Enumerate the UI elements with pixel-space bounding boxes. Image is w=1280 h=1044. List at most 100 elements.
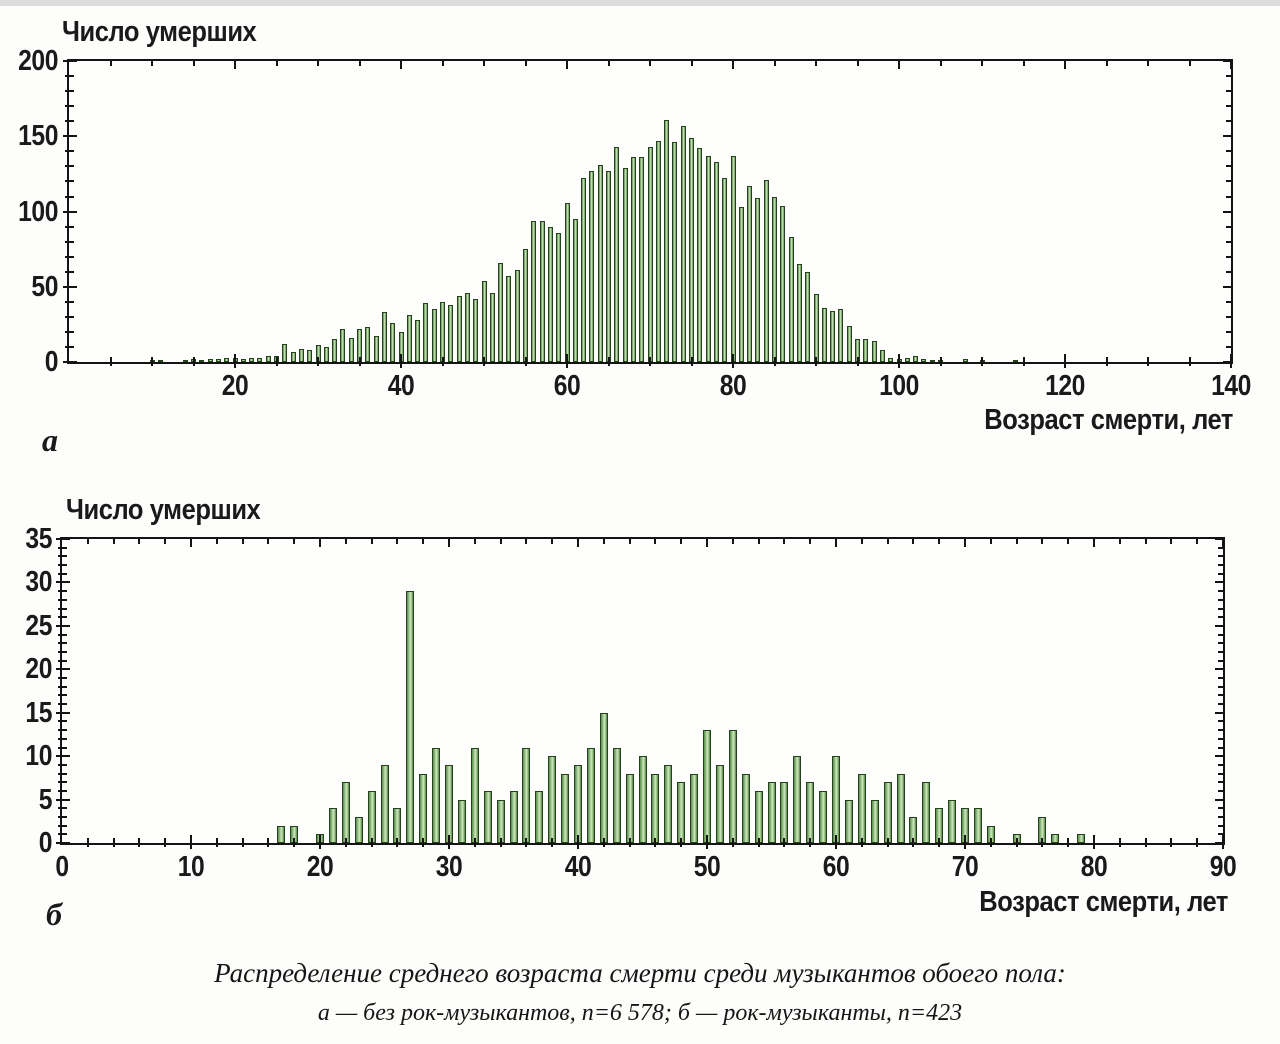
y-minor-tick-right	[1218, 781, 1223, 784]
y-major-tick	[63, 210, 77, 213]
x-minor-tick	[1067, 838, 1070, 847]
y-minor-tick-right	[1218, 737, 1223, 740]
y-minor-tick-right	[1226, 180, 1231, 183]
bar-age-87	[788, 237, 794, 362]
x-minor-tick-top	[112, 539, 115, 544]
bar-age-61	[572, 219, 578, 362]
bar-age-53	[741, 773, 750, 843]
x-tick-label: 90	[1209, 851, 1237, 883]
y-minor-tick	[65, 120, 74, 123]
bar-age-31	[323, 347, 329, 362]
x-minor-tick	[1144, 838, 1147, 847]
x-minor-tick	[886, 838, 889, 847]
x-major-tick-top	[1093, 539, 1095, 547]
y-tick-label: 0	[44, 346, 59, 378]
y-minor-tick	[58, 616, 67, 619]
bar-age-49	[690, 773, 699, 843]
y-minor-tick	[58, 598, 67, 601]
bar-age-66	[614, 146, 620, 362]
x-minor-tick-top	[164, 539, 167, 544]
x-minor-tick-top	[815, 61, 817, 66]
y-tick-label: 15	[25, 696, 52, 729]
bar-age-24	[265, 356, 271, 362]
y-minor-tick-right	[1218, 633, 1223, 636]
x-minor-tick	[344, 838, 347, 847]
y-minor-tick	[58, 694, 67, 697]
x-tick-label: 0	[55, 851, 69, 883]
bar-age-28	[419, 773, 428, 843]
x-tick-label: 50	[693, 851, 721, 883]
chart-a-plot	[63, 59, 1233, 368]
y-major-tick	[56, 581, 70, 584]
x-minor-tick-top	[525, 539, 528, 544]
bar-age-63	[870, 799, 879, 843]
x-minor-tick	[912, 838, 915, 847]
x-major-tick-top	[400, 61, 402, 69]
y-minor-tick	[65, 165, 74, 168]
x-minor-tick	[690, 357, 693, 366]
x-tick-label: 20	[221, 370, 249, 402]
x-minor-tick	[939, 357, 942, 366]
x-minor-tick-top	[524, 61, 527, 66]
y-minor-tick	[65, 270, 74, 273]
y-minor-tick-right	[1218, 789, 1223, 792]
bar-age-61	[844, 799, 853, 843]
bar-age-57	[793, 756, 802, 843]
chart-b-panel-letter: б	[46, 896, 62, 932]
x-minor-tick-top	[886, 539, 889, 544]
y-minor-tick-right	[1226, 90, 1231, 93]
bar-age-55	[523, 249, 528, 362]
x-minor-tick	[267, 838, 270, 847]
bar-age-34	[348, 337, 354, 362]
bar-age-47	[456, 295, 462, 362]
x-tick-label: 40	[564, 851, 592, 883]
x-major-tick-top	[964, 539, 966, 547]
bar-age-23	[257, 357, 263, 362]
x-minor-tick	[757, 838, 760, 847]
bar-age-65	[896, 773, 905, 843]
y-major-tick	[63, 135, 77, 138]
x-major-tick	[1230, 354, 1232, 368]
bar-age-104	[929, 360, 935, 362]
y-minor-tick-right	[1218, 815, 1223, 818]
page-top-strip	[0, 0, 1280, 6]
x-minor-tick-top	[422, 539, 425, 544]
y-minor-tick	[58, 677, 67, 679]
x-minor-tick-top	[1041, 539, 1044, 544]
x-minor-tick-top	[499, 539, 502, 544]
bar-age-89	[805, 271, 811, 362]
bar-age-35	[509, 790, 518, 843]
bar-age-25	[380, 764, 389, 843]
y-minor-tick-right	[1218, 546, 1223, 549]
x-minor-tick-top	[773, 61, 776, 66]
bar-age-32	[470, 747, 479, 843]
x-minor-tick-top	[680, 539, 683, 544]
bar-age-31	[457, 799, 466, 843]
y-minor-tick	[65, 240, 74, 243]
x-tick-label: 60	[822, 851, 850, 883]
x-minor-tick	[473, 838, 476, 847]
bar-age-19	[224, 357, 230, 362]
x-minor-tick	[1170, 838, 1173, 847]
x-minor-tick-top	[1118, 539, 1121, 544]
x-minor-tick-top	[912, 539, 915, 544]
y-minor-tick	[58, 772, 67, 775]
bar-age-52	[728, 730, 737, 843]
y-minor-tick	[58, 824, 67, 827]
x-minor-tick	[86, 838, 89, 847]
bar-age-73	[672, 142, 678, 362]
x-minor-tick	[138, 838, 141, 847]
bar-age-45	[638, 756, 647, 843]
bar-age-63	[589, 170, 595, 362]
x-minor-tick-top	[1144, 539, 1147, 544]
x-minor-tick-top	[358, 61, 361, 66]
x-minor-tick	[215, 838, 218, 847]
x-minor-tick-top	[783, 539, 786, 544]
bar-age-48	[464, 292, 470, 362]
x-minor-tick	[1022, 357, 1025, 366]
x-major-tick	[577, 835, 579, 849]
y-major-tick-right	[1215, 581, 1223, 584]
y-minor-tick	[65, 315, 74, 318]
x-minor-tick-top	[939, 61, 942, 66]
bar-age-62	[581, 178, 587, 362]
